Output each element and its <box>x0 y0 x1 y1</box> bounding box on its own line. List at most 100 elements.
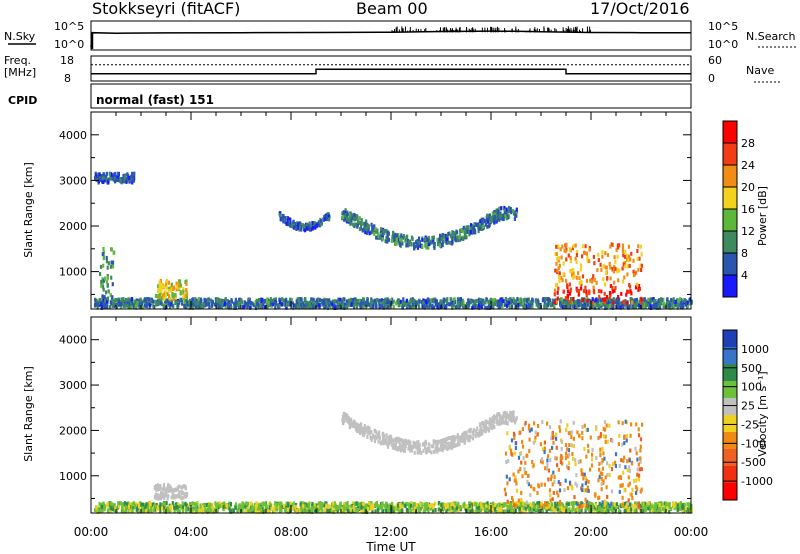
data-cell <box>462 502 465 507</box>
data-cell <box>109 176 112 181</box>
data-cell <box>444 505 447 510</box>
data-cell <box>332 509 335 514</box>
data-cell <box>419 506 422 511</box>
data-cell <box>351 216 354 221</box>
data-cell <box>443 299 446 304</box>
data-cell <box>511 304 514 309</box>
data-cell <box>109 501 112 506</box>
data-cell <box>123 304 126 309</box>
noise-right-tick-bottom: 10^0 <box>708 38 738 51</box>
data-cell <box>555 252 558 257</box>
data-cell <box>465 430 468 435</box>
data-cell <box>252 509 255 513</box>
data-cell <box>557 266 560 270</box>
data-cell <box>362 297 366 302</box>
data-cell <box>364 301 367 306</box>
data-cell <box>509 297 512 302</box>
data-cell <box>578 281 581 285</box>
data-cell <box>346 217 349 222</box>
colorbar-tick-label: 28 <box>741 137 755 150</box>
data-cell <box>364 226 367 231</box>
data-cell <box>627 244 630 249</box>
data-cell <box>207 297 210 302</box>
data-cell <box>447 240 450 245</box>
data-cell <box>244 303 247 308</box>
data-cell <box>110 247 113 252</box>
data-cell <box>515 301 518 306</box>
data-cell <box>653 506 657 510</box>
data-cell <box>522 305 525 310</box>
data-cell <box>565 278 568 283</box>
data-cell <box>96 305 99 310</box>
data-cell <box>245 509 248 513</box>
data-cell <box>139 299 142 303</box>
data-cell <box>646 506 650 511</box>
data-cell <box>101 285 105 289</box>
noise-right-tick-top: 10^5 <box>708 20 738 33</box>
data-cell <box>619 301 622 306</box>
data-cell <box>258 503 261 508</box>
data-cell <box>131 180 134 185</box>
data-cell <box>410 509 413 513</box>
data-cell <box>603 297 606 302</box>
data-cell <box>302 223 305 228</box>
data-cell <box>259 502 262 507</box>
data-cell <box>159 502 162 507</box>
data-cell <box>104 276 107 281</box>
data-cell <box>380 298 383 303</box>
data-cell <box>162 292 166 297</box>
data-cell <box>450 439 453 444</box>
data-cell <box>591 303 594 308</box>
data-cell <box>579 286 583 291</box>
data-cell <box>216 509 219 514</box>
data-cell <box>239 303 242 308</box>
data-cell <box>286 216 289 220</box>
data-cell <box>410 299 413 304</box>
data-cell <box>452 301 455 306</box>
data-cell <box>105 178 108 183</box>
data-cell <box>556 296 559 301</box>
data-cell <box>370 501 373 506</box>
data-cell <box>296 302 299 307</box>
data-cell <box>681 505 684 510</box>
data-cell <box>303 303 306 308</box>
data-cell <box>135 507 138 512</box>
data-cell <box>422 303 425 308</box>
data-cell <box>666 506 669 511</box>
data-cell <box>594 506 597 511</box>
data-cell <box>445 303 448 308</box>
data-cell <box>561 305 564 310</box>
data-cell <box>496 503 499 508</box>
data-cell <box>605 297 608 302</box>
data-cell <box>580 508 583 513</box>
data-cell <box>571 273 574 278</box>
data-cell <box>514 508 517 513</box>
data-cell <box>621 247 625 252</box>
data-cell <box>308 221 311 226</box>
data-cell <box>425 300 428 304</box>
data-cell <box>644 506 647 511</box>
data-cell <box>452 235 455 240</box>
data-cell <box>636 504 639 509</box>
data-cell <box>185 503 188 508</box>
y-tick-label: 2000 <box>59 220 87 233</box>
data-cell <box>387 504 390 509</box>
data-cell <box>524 506 527 511</box>
data-cell <box>445 509 448 514</box>
data-cell <box>601 509 604 514</box>
data-cell <box>631 304 634 309</box>
data-cell <box>444 298 447 303</box>
data-cell <box>553 507 556 512</box>
data-cell <box>248 299 251 304</box>
data-cell <box>482 507 485 512</box>
data-cell <box>607 502 610 507</box>
data-cell <box>506 509 509 514</box>
data-cell <box>295 299 298 304</box>
data-cell <box>165 285 168 290</box>
data-cell <box>284 216 287 221</box>
data-cell <box>188 508 191 513</box>
noise-left-tick-bottom: 10^0 <box>54 38 84 51</box>
data-cell <box>637 287 640 292</box>
data-cell <box>268 303 272 308</box>
